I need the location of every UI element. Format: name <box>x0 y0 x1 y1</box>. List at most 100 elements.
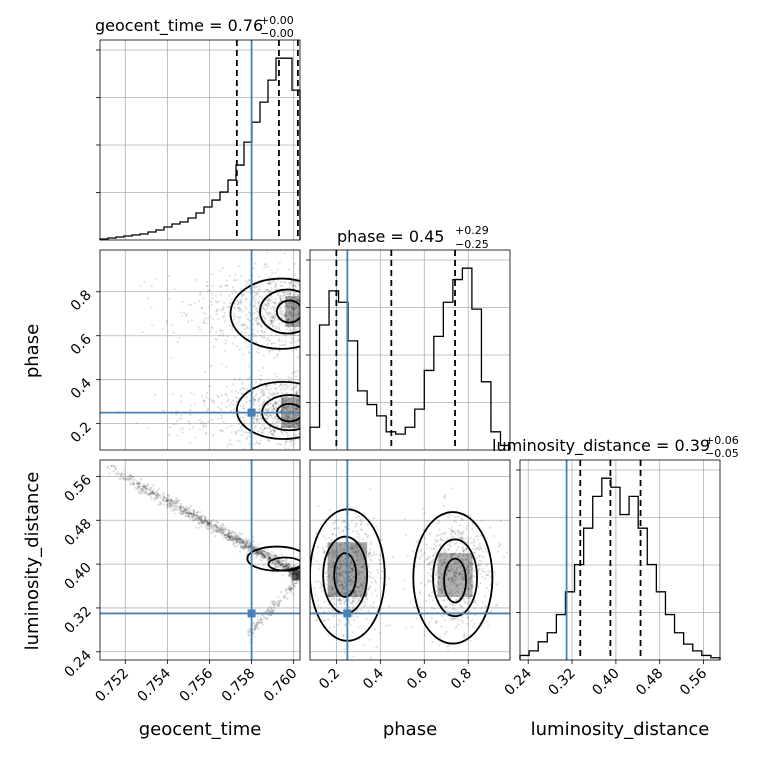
sample-point <box>266 342 269 346</box>
sample-point <box>110 464 113 468</box>
sample-point <box>441 582 444 585</box>
sample-point <box>275 287 279 290</box>
sample-point <box>458 572 462 575</box>
sample-point <box>439 636 442 639</box>
sample-point <box>176 501 179 505</box>
sample-point <box>285 319 288 322</box>
sample-point <box>230 401 233 405</box>
sample-point <box>360 584 363 588</box>
sample-point <box>121 470 124 474</box>
xtick-label: 0.40 <box>589 666 622 699</box>
sample-point <box>247 538 250 541</box>
sample-point <box>179 512 182 516</box>
sample-point <box>167 433 171 436</box>
sample-point <box>453 563 456 566</box>
sample-point <box>270 333 273 337</box>
sample-point <box>255 350 259 354</box>
sample-point <box>197 516 200 519</box>
sample-point <box>253 417 256 420</box>
sample-point <box>291 388 294 391</box>
sample-point <box>195 512 198 515</box>
sample-point <box>469 584 473 587</box>
sample-point <box>228 539 232 542</box>
sample-point <box>150 485 153 488</box>
sample-point <box>184 508 187 511</box>
sample-point <box>289 566 292 569</box>
sample-point <box>415 617 418 620</box>
sample-point <box>253 332 256 335</box>
sample-point <box>246 396 249 399</box>
sample-point <box>274 400 277 403</box>
sample-point <box>343 651 346 654</box>
sample-point <box>208 522 211 525</box>
sample-point <box>268 349 272 352</box>
sample-point <box>337 566 340 569</box>
sample-point <box>266 403 270 406</box>
sample-point <box>122 477 125 480</box>
sample-point <box>221 528 224 532</box>
sample-point <box>263 610 266 613</box>
sample-point <box>157 493 160 497</box>
sample-point <box>179 502 182 506</box>
sample-point <box>305 569 307 571</box>
sample-point <box>241 392 244 396</box>
sample-point <box>291 406 294 409</box>
sample-point <box>459 604 462 607</box>
sample-point <box>203 520 206 523</box>
sample-point <box>368 551 371 554</box>
sample-point <box>473 552 476 555</box>
sample-point <box>272 317 275 320</box>
sample-point <box>190 391 193 394</box>
sample-point <box>201 520 204 523</box>
sample-point <box>226 539 229 542</box>
sample-point <box>166 499 169 503</box>
xtick-label: 0.24 <box>502 665 535 698</box>
sample-point <box>207 521 210 524</box>
sample-point <box>141 331 144 334</box>
sample-point <box>351 547 354 550</box>
sample-point <box>196 515 199 518</box>
ylabel-phase: phase <box>22 324 43 378</box>
sample-point <box>289 441 292 444</box>
sample-point <box>331 522 335 525</box>
sample-point <box>233 545 236 548</box>
sample-point <box>291 349 294 352</box>
sample-point <box>291 319 294 322</box>
sample-point <box>322 619 325 622</box>
sample-point <box>457 578 460 582</box>
sample-point <box>261 618 264 622</box>
sample-point <box>153 496 156 499</box>
sample-point <box>247 278 250 281</box>
sample-point <box>417 539 420 542</box>
sample-point <box>281 409 284 412</box>
sample-point <box>455 584 458 587</box>
sample-point <box>260 556 263 559</box>
sample-point <box>360 570 364 573</box>
sample-point <box>284 565 288 568</box>
sample-point <box>189 441 192 444</box>
sample-point <box>359 520 362 523</box>
sample-point <box>470 556 473 560</box>
sample-point <box>232 537 235 540</box>
sample-point <box>319 581 322 584</box>
sample-point <box>217 526 220 530</box>
sample-point <box>450 552 453 555</box>
sample-point <box>339 567 342 570</box>
sample-point <box>450 577 453 580</box>
sample-point <box>150 306 153 309</box>
sample-point <box>403 518 406 521</box>
sample-point <box>162 409 165 412</box>
sample-point <box>437 521 440 525</box>
sample-point <box>442 532 445 535</box>
sample-point <box>434 574 437 577</box>
sample-point <box>230 531 233 534</box>
sample-point <box>292 386 295 389</box>
sample-point <box>367 610 370 613</box>
sample-point <box>227 536 231 539</box>
sample-point <box>287 319 290 322</box>
sample-point <box>295 408 298 411</box>
sample-point <box>293 585 296 588</box>
sample-point <box>257 317 260 320</box>
sample-point <box>203 318 206 322</box>
sample-point <box>253 398 256 401</box>
